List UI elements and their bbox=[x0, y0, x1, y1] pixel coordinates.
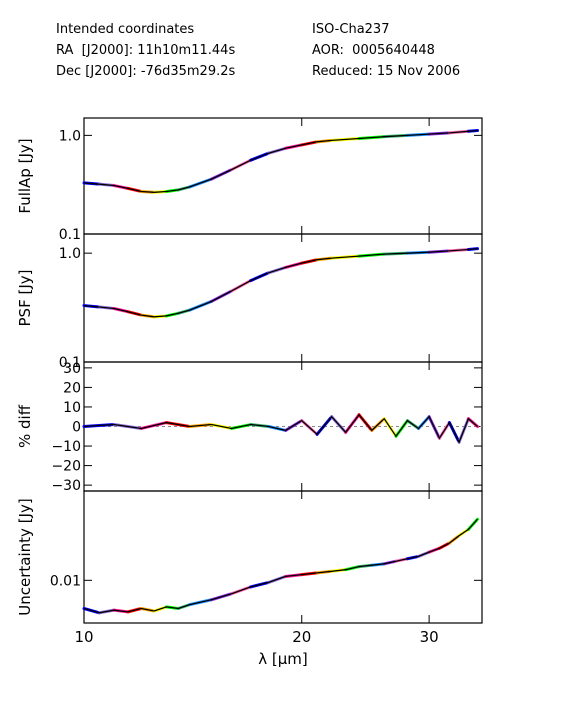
y-tick-label: 20 bbox=[63, 380, 81, 396]
y-tick-label: 0 bbox=[72, 420, 81, 436]
x-tick-label: 20 bbox=[292, 628, 311, 646]
header-reduced-date: Reduced: 15 Nov 2006 bbox=[312, 64, 461, 79]
y-axis-label-uncertainty: Uncertainty [Jy] bbox=[16, 498, 34, 615]
y-tick-label: 0.1 bbox=[59, 355, 81, 371]
panel-frame-uncertainty bbox=[83, 490, 483, 624]
y-tick-label: 1.0 bbox=[59, 128, 81, 144]
y-tick-label: 0.01 bbox=[50, 573, 81, 589]
header-object-name: ISO-Cha237 bbox=[312, 22, 390, 37]
y-tick-label: −10 bbox=[51, 439, 81, 455]
y-axis-label-pctdiff: % diff bbox=[16, 404, 34, 448]
y-axis-label-psf: PSF [Jy] bbox=[16, 270, 34, 327]
series-line-fullap bbox=[83, 129, 478, 193]
header-dec: Dec [J2000]: -76d35m29.2s bbox=[56, 64, 236, 79]
x-tick-label: 10 bbox=[74, 628, 93, 646]
x-tick-label: 30 bbox=[420, 628, 439, 646]
y-tick-label: −30 bbox=[51, 478, 81, 494]
y-tick-label: 1.0 bbox=[59, 246, 81, 262]
y-tick-label: −20 bbox=[51, 459, 81, 475]
y-axis-label-fullap: FullAp [Jy] bbox=[16, 138, 34, 213]
header-aor: AOR: 0005640448 bbox=[312, 43, 435, 58]
series-line-pctdiff bbox=[83, 413, 478, 444]
series-line-psf bbox=[83, 248, 478, 318]
header-ra: RA [J2000]: 11h10m11.44s bbox=[56, 43, 236, 58]
header-intended-coordinates: Intended coordinates bbox=[56, 22, 195, 37]
series-line-uncertainty bbox=[83, 518, 478, 614]
x-axis-label: λ [μm] bbox=[258, 650, 308, 668]
y-tick-label: 10 bbox=[63, 400, 81, 416]
y-tick-label: 0.1 bbox=[59, 227, 81, 243]
y-tick-label: 30 bbox=[63, 361, 81, 377]
